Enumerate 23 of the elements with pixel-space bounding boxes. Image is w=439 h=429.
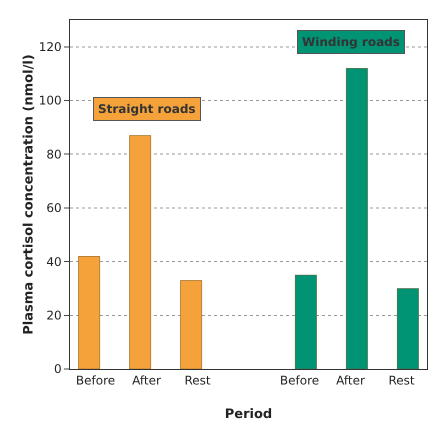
bar xyxy=(346,68,368,369)
x-tick-label: Rest xyxy=(388,373,415,388)
y-tick-label: 100 xyxy=(38,94,62,108)
x-axis-title: Period xyxy=(224,407,272,422)
x-tick-label: Before xyxy=(280,373,320,388)
bar xyxy=(129,135,152,369)
y-tick-label: 40 xyxy=(46,254,62,269)
y-tick-label: 0 xyxy=(54,362,62,376)
x-tick-label: Before xyxy=(76,373,116,388)
bar xyxy=(294,274,317,369)
x-tick-label: After xyxy=(336,373,365,388)
y-tick-label: 20 xyxy=(46,308,62,323)
text: Winding roads xyxy=(302,35,400,49)
y-tick-label: 80 xyxy=(46,147,62,162)
y-tick-label: 60 xyxy=(46,201,62,216)
bar xyxy=(78,256,100,369)
bar xyxy=(180,280,202,369)
y-tick-label: 120 xyxy=(38,40,62,54)
x-tick-label: Rest xyxy=(184,373,211,388)
text: Straight roads xyxy=(98,102,196,116)
x-tick-label: After xyxy=(132,373,161,388)
y-axis-title: Plasma cortisol concentration (nmol/l) xyxy=(22,54,37,335)
bar xyxy=(396,288,419,369)
